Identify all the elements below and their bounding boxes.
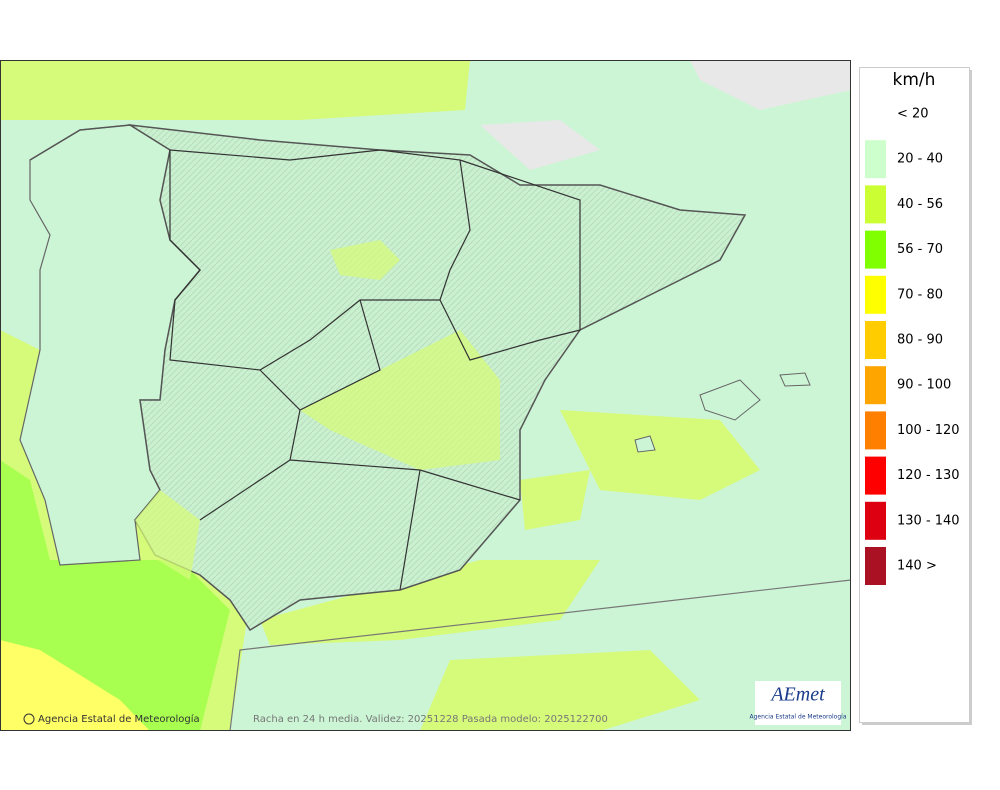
wind-zone — [0, 60, 470, 120]
credit: Agencia Estatal de Meteorología — [38, 713, 200, 725]
legend-swatch — [865, 230, 886, 269]
legend-swatch — [865, 275, 886, 314]
wind-zone — [330, 240, 400, 280]
legend-swatch — [865, 140, 886, 179]
logo-box — [755, 681, 841, 725]
caption: Racha en 24 h media. Validez: 20251228 P… — [253, 714, 608, 725]
legend-label: 56 - 70 — [897, 242, 943, 257]
legend-swatch — [865, 411, 886, 450]
legend-title: km/h — [893, 70, 936, 90]
island-mallorca — [699, 379, 761, 421]
wind-zone — [300, 330, 500, 470]
legend-label: < 20 — [897, 107, 929, 122]
legend-swatch — [865, 321, 886, 359]
legend-label: 100 - 120 — [897, 423, 960, 438]
island-ibiza — [634, 435, 656, 453]
borders — [169, 149, 581, 591]
logo: AEmet — [769, 684, 825, 706]
copyright-icon — [23, 713, 35, 725]
legend-swatch — [865, 456, 886, 495]
land-france — [690, 60, 851, 110]
coast-africa — [229, 579, 851, 731]
land-france — [480, 120, 600, 170]
legend-label: 130 - 140 — [897, 513, 960, 528]
legend-swatch — [865, 366, 886, 405]
legend-label: 120 - 130 — [897, 468, 960, 483]
wind-zone — [135, 490, 200, 580]
wind-zone — [0, 640, 150, 731]
legend-label: 140 > — [897, 559, 937, 574]
legend-swatch — [865, 547, 886, 585]
legend-swatch — [865, 185, 886, 224]
wind-zone — [520, 470, 590, 530]
legend-label: 20 - 40 — [897, 152, 943, 167]
legend-label: 90 - 100 — [897, 378, 951, 393]
wind-zone — [420, 650, 700, 731]
legend-label: 80 - 90 — [897, 333, 943, 348]
map-frame — [0, 60, 851, 731]
logo-subtitle: Agencia Estatal de Meteorología — [750, 714, 847, 721]
island-menorca — [779, 372, 811, 387]
wind-zone — [260, 560, 600, 645]
wind-zone — [560, 410, 760, 500]
legend-label: 40 - 56 — [897, 197, 943, 212]
legend-swatch — [865, 501, 886, 540]
legend-label: 70 - 80 — [897, 287, 943, 302]
map — [0, 60, 851, 731]
